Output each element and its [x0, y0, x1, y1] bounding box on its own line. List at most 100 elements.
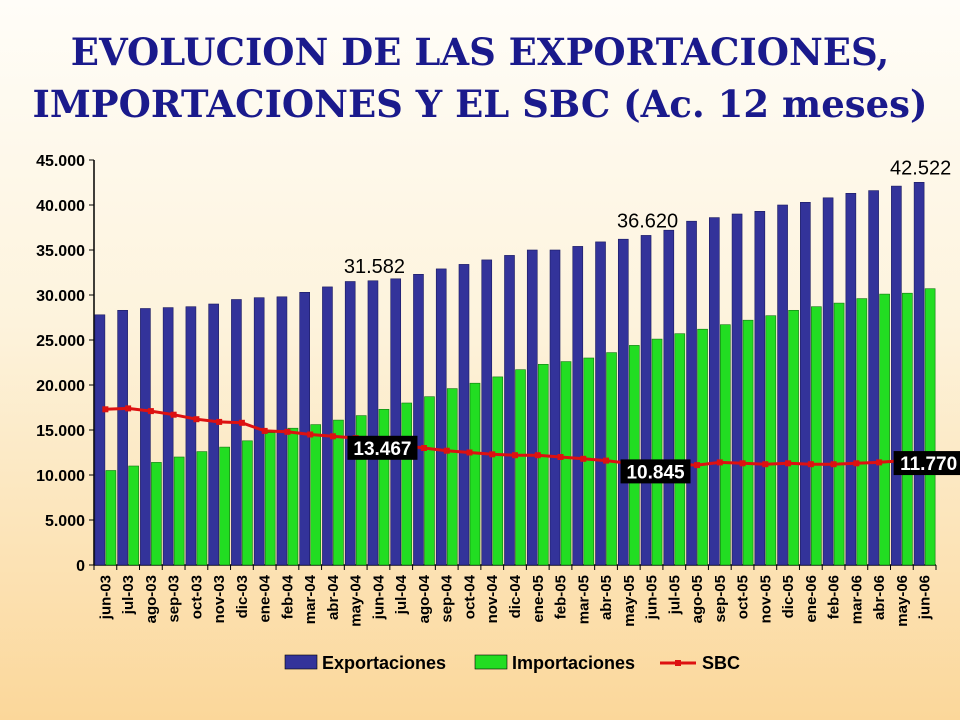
bar-importaciones — [788, 309, 799, 566]
bar-exportaciones — [663, 229, 675, 566]
point-sbc — [238, 419, 245, 426]
bar-exportaciones — [390, 278, 402, 566]
point-sbc — [170, 411, 177, 418]
bar-exportaciones — [891, 185, 902, 566]
x-tick-label: feb-05 — [553, 575, 570, 619]
bar-importaciones — [333, 419, 344, 566]
point-sbc — [603, 457, 610, 464]
point-sbc — [489, 451, 496, 458]
bar-exportaciones — [185, 306, 197, 566]
x-tick-label: may-04 — [348, 574, 365, 626]
point-sbc — [876, 459, 883, 466]
x-tick-label: nov-04 — [484, 574, 501, 623]
data-label-sbc: 13.467 — [353, 439, 411, 460]
bar-importaciones — [401, 402, 413, 566]
bar-importaciones — [879, 293, 890, 566]
bar-importaciones — [902, 292, 913, 566]
bar-exportaciones — [504, 255, 515, 566]
x-tick-label: jun-05 — [644, 575, 661, 620]
bar-exportaciones — [868, 190, 879, 566]
bar-importaciones — [264, 432, 276, 566]
y-tick-label: 5.000 — [45, 513, 85, 530]
bar-exportaciones — [481, 259, 493, 566]
data-label-box — [620, 459, 691, 484]
x-tick-label: sep-04 — [439, 574, 456, 622]
bar-importaciones — [355, 415, 367, 566]
x-tick-label: abr-06 — [871, 575, 888, 620]
bar-exportaciones — [208, 303, 219, 566]
data-label-exportaciones: 31.582 — [344, 256, 405, 278]
bar-importaciones — [196, 451, 208, 566]
point-sbc — [716, 459, 723, 466]
point-sbc — [762, 461, 769, 468]
point-sbc — [261, 427, 268, 434]
bar-importaciones — [924, 288, 936, 566]
bar-importaciones — [856, 298, 868, 566]
bar-exportaciones — [367, 280, 379, 566]
bar-exportaciones — [572, 246, 584, 566]
x-tick-label: sep-03 — [166, 575, 183, 623]
bar-importaciones — [537, 363, 549, 566]
bar-importaciones — [378, 408, 390, 566]
x-tick-label: dic-03 — [234, 575, 251, 618]
x-tick-label: oct-04 — [461, 574, 478, 619]
page-title: EVOLUCION DE LAS EXPORTACIONES, IMPORTAC… — [0, 26, 960, 130]
bar-exportaciones — [800, 202, 811, 566]
x-tick-label: may-05 — [621, 575, 638, 627]
x-tick-label: oct-05 — [735, 575, 752, 619]
legend-swatch-exportaciones — [284, 654, 318, 670]
bar-exportaciones — [686, 220, 697, 566]
bar-importaciones — [742, 319, 754, 566]
bar-importaciones — [469, 382, 481, 566]
bar-exportaciones — [845, 193, 857, 566]
x-tick-label: ene-05 — [530, 575, 547, 623]
point-sbc — [307, 431, 314, 438]
x-tick-label: dic-04 — [507, 574, 524, 618]
x-tick-label: jul-05 — [666, 575, 683, 615]
bar-exportaciones — [162, 307, 174, 566]
bar-importaciones — [242, 440, 253, 566]
x-tick-label: oct-03 — [188, 575, 205, 619]
bar-importaciones — [651, 338, 663, 566]
y-tick-label: 15.000 — [36, 423, 85, 440]
data-label-sbc: 11.770 — [900, 454, 957, 475]
bar-importaciones — [697, 328, 708, 566]
data-label-sbc: 10.845 — [626, 462, 685, 483]
point-sbc — [534, 452, 541, 459]
x-tick-label: jul-04 — [393, 574, 410, 615]
bar-exportaciones — [299, 291, 310, 566]
bar-importaciones — [765, 315, 777, 566]
bar-exportaciones — [117, 309, 128, 566]
bar-exportaciones — [344, 281, 356, 566]
x-tick-label: feb-04 — [279, 574, 296, 619]
point-sbc — [466, 449, 473, 456]
bar-importaciones — [105, 470, 117, 566]
title-line-1: EVOLUCION DE LAS EXPORTACIONES, — [70, 30, 890, 74]
legend-marker-sbc — [675, 660, 681, 666]
bar-exportaciones — [413, 273, 424, 566]
bar-importaciones — [173, 456, 185, 566]
x-tick-label: jun-06 — [917, 575, 934, 620]
bar-exportaciones — [640, 235, 652, 566]
data-label-box — [347, 435, 418, 460]
bar-importaciones — [151, 462, 162, 566]
bar-importaciones — [811, 306, 822, 566]
point-sbc — [557, 454, 564, 460]
x-tick-label: mar-06 — [848, 575, 865, 624]
bar-exportaciones — [140, 308, 151, 566]
data-label-exportaciones: 42.522 — [890, 157, 951, 179]
point-sbc — [147, 408, 154, 415]
y-tick-label: 30.000 — [36, 288, 85, 305]
x-tick-label: mar-05 — [575, 575, 592, 624]
point-sbc — [580, 455, 587, 462]
bar-importaciones — [492, 376, 504, 566]
x-tick-label: ago-05 — [689, 575, 706, 623]
point-sbc — [785, 460, 792, 467]
data-label-box — [893, 451, 960, 476]
bar-exportaciones — [595, 241, 606, 566]
y-tick-label: 0 — [76, 558, 85, 575]
data-label-exportaciones: 36.620 — [617, 210, 678, 232]
x-tick-label: nov-03 — [211, 575, 228, 623]
point-sbc — [193, 416, 200, 423]
x-tick-label: nov-05 — [757, 575, 774, 623]
